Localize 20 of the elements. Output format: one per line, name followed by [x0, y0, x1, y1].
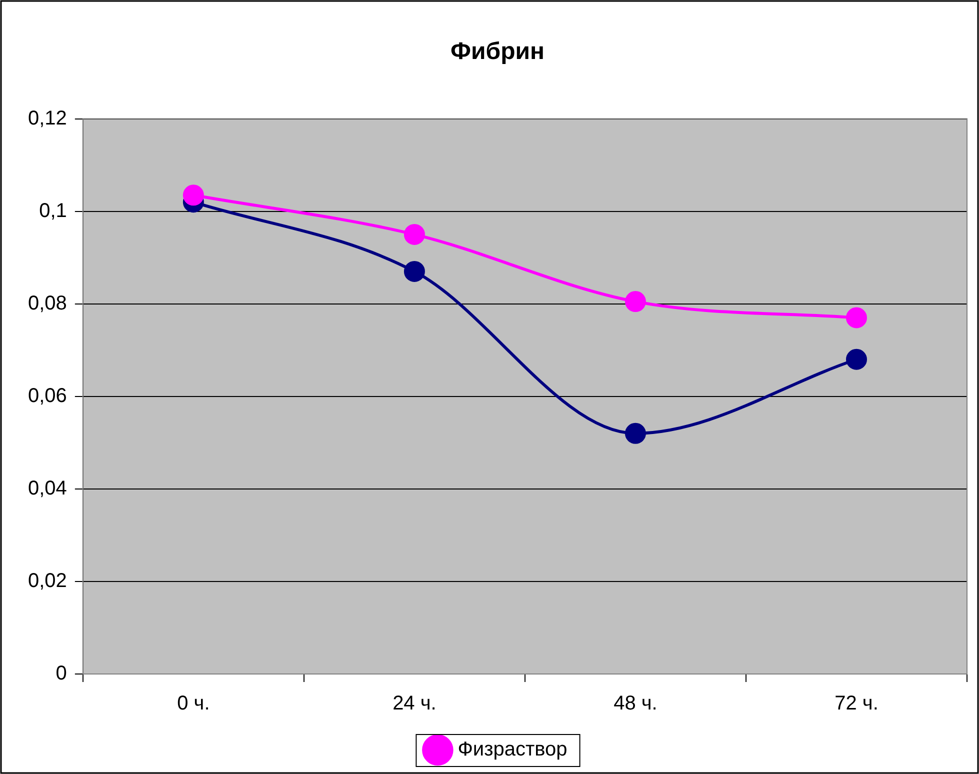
y-tick-label: 0,1 — [39, 200, 67, 222]
point — [182, 184, 204, 206]
legend-label: Физраствор — [458, 738, 568, 761]
y-tick-label: 0,02 — [28, 570, 67, 592]
y-tick-label: 0 — [56, 662, 67, 685]
point — [624, 291, 646, 312]
point — [404, 224, 425, 245]
x-tick-label: 48 ч. — [614, 692, 658, 715]
x-tick-label: 0 ч. — [177, 692, 210, 715]
point — [846, 348, 867, 370]
point — [846, 307, 867, 328]
point — [404, 260, 425, 282]
x-tick-label: 72 ч. — [834, 692, 878, 715]
x-tick-label: 24 ч. — [392, 692, 436, 715]
y-tick-label: 0,06 — [28, 384, 67, 407]
chart-title: Фибрин — [450, 38, 544, 66]
y-tick-label: 0,08 — [28, 292, 67, 314]
point — [624, 422, 646, 444]
y-tick-label: 0,12 — [28, 107, 67, 130]
y-tick-label: 0,04 — [28, 477, 67, 500]
